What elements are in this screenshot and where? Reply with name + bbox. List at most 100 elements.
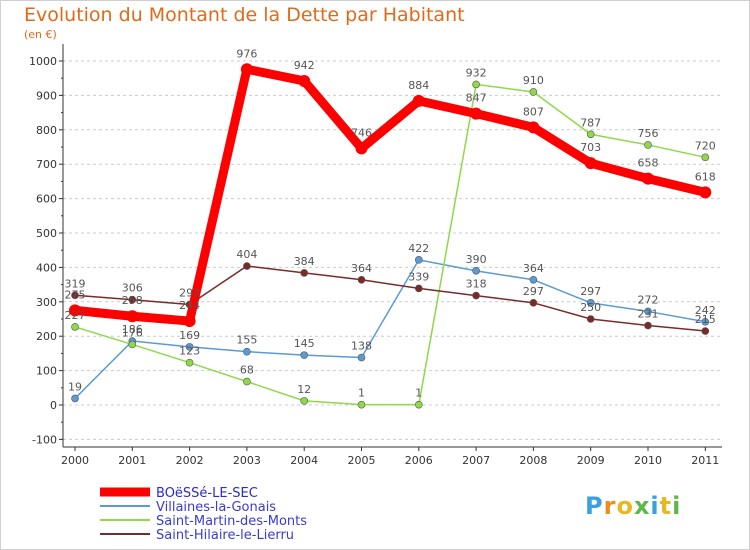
y-tick-label: 800: [36, 124, 57, 137]
data-point: [183, 315, 196, 328]
x-tick-label: 2000: [61, 454, 89, 467]
data-point: [644, 321, 652, 330]
x-tick-label: 2009: [577, 454, 605, 467]
legend-label: BOëSSé-LE-SEC: [156, 486, 258, 501]
data-label: 390: [466, 253, 487, 266]
data-point: [243, 262, 251, 270]
y-tick-label: 700: [36, 158, 57, 171]
data-point: [243, 377, 251, 386]
y-tick-label: 1000: [29, 55, 57, 68]
data-label: 138: [351, 340, 372, 353]
data-point: [71, 394, 79, 403]
y-tick-label: 300: [36, 296, 57, 309]
data-label: 746: [351, 126, 372, 139]
data-label: 250: [580, 301, 601, 314]
data-point: [69, 304, 81, 317]
data-point: [529, 88, 538, 96]
x-tick-label: 2004: [290, 454, 318, 467]
data-label: 364: [351, 262, 372, 275]
data-label: 292: [179, 287, 200, 300]
data-point: [298, 74, 311, 87]
data-point: [357, 275, 366, 284]
data-point: [357, 400, 366, 409]
data-label: 227: [65, 309, 86, 322]
data-point: [644, 307, 652, 316]
legend: BOëSSé-LE-SECVillaines-la-GonaisSaint-Ma…: [100, 486, 307, 543]
y-tick-label: -100: [32, 433, 57, 446]
data-label: 847: [466, 92, 487, 105]
x-tick-label: 2008: [519, 454, 547, 467]
legend-label: Saint-Hilaire-le-Lierru: [156, 528, 294, 543]
data-point: [470, 107, 483, 120]
data-label: 297: [523, 285, 544, 298]
series: [69, 63, 712, 409]
data-label: 272: [638, 293, 659, 306]
data-point: [472, 267, 480, 275]
x-tick-label: 2001: [118, 454, 146, 467]
data-point: [71, 323, 79, 331]
data-label: 339: [408, 270, 429, 283]
data-point: [414, 284, 423, 293]
data-label: 123: [179, 345, 200, 358]
y-tick-label: 900: [36, 89, 57, 102]
data-label: 942: [294, 59, 315, 72]
data-point: [529, 299, 538, 307]
data-label: 258: [122, 294, 143, 307]
data-point: [701, 153, 710, 162]
data-label: 1: [415, 387, 422, 400]
y-tick-label: 200: [36, 330, 57, 343]
data-point: [128, 340, 137, 349]
data-label: 231: [638, 308, 659, 321]
data-label: 807: [523, 105, 544, 118]
data-point: [414, 256, 423, 264]
data-point: [185, 343, 194, 351]
data-label: 19: [68, 380, 82, 393]
y-tick-label: 600: [36, 193, 57, 206]
data-label: 306: [122, 282, 143, 295]
x-tick-label: 2003: [233, 454, 261, 467]
data-point: [240, 63, 253, 76]
data-label: 756: [638, 127, 659, 140]
grid: [63, 44, 722, 447]
data-label: 169: [179, 329, 200, 342]
data-label: 1: [358, 387, 365, 400]
data-label: 319: [65, 277, 86, 290]
series-line-0: [70, 64, 710, 326]
legend-label: Saint-Martin-des-Monts: [156, 514, 307, 529]
data-point: [355, 142, 368, 155]
series-line-3: [74, 265, 707, 332]
data-point: [472, 291, 480, 300]
data-label: 703: [580, 141, 601, 154]
brand-logo: Proxiti: [585, 492, 682, 520]
data-label: 618: [695, 170, 716, 183]
data-point: [699, 186, 712, 199]
data-label: 176: [122, 326, 143, 339]
data-point: [357, 353, 366, 362]
y-tick-label: 0: [50, 399, 57, 412]
y-tick-label: 400: [36, 261, 57, 274]
data-point: [642, 172, 654, 185]
data-label: 404: [236, 248, 257, 261]
y-tick-label: 500: [36, 227, 57, 240]
data-label: 364: [523, 262, 544, 275]
data-label: 720: [695, 139, 716, 152]
data-point: [414, 400, 423, 409]
legend-label: Villaines-la-Gonais: [156, 500, 276, 515]
data-label: 884: [408, 79, 429, 92]
x-tick-label: 2005: [348, 454, 376, 467]
data-point: [412, 94, 425, 107]
data-point: [300, 269, 309, 277]
data-label: 318: [466, 278, 487, 291]
data-label: 932: [466, 66, 487, 79]
data-point: [584, 157, 597, 170]
x-tick-label: 2002: [176, 454, 204, 467]
data-point: [472, 80, 480, 89]
data-label: 12: [297, 383, 311, 396]
data-label: 242: [695, 304, 716, 317]
data-label: 145: [294, 337, 315, 350]
data-label: 910: [523, 74, 544, 87]
data-point: [701, 327, 710, 335]
data-point: [527, 121, 540, 134]
